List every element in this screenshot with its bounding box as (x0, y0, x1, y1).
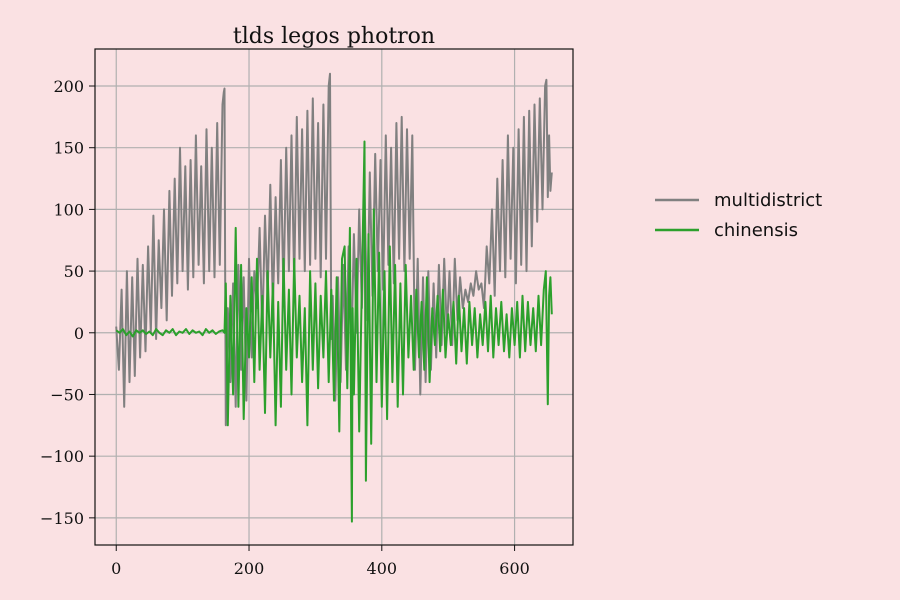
y-tick-label: −150 (40, 509, 84, 528)
y-tick-label: −50 (50, 385, 84, 404)
legend-label-multidistrict: multidistrict (714, 190, 822, 211)
series-line-chinensis (115, 140, 553, 523)
axes-frame (94, 48, 574, 546)
y-tick-label: −100 (40, 447, 84, 466)
y-axis-ticks: −150 −100 −50 0 50 100 150 200 (40, 77, 95, 528)
y-tick-label: 200 (53, 77, 84, 96)
chart-title: tlds legos photron (233, 24, 435, 49)
x-axis-ticks: 0 200 400 600 (111, 545, 530, 578)
y-tick-label: 100 (53, 200, 84, 219)
y-tick-label: 150 (53, 139, 84, 158)
series-layer (115, 72, 553, 523)
legend[interactable]: multidistrict chinensis (655, 190, 822, 241)
x-tick-label: 200 (234, 559, 265, 578)
x-tick-label: 600 (499, 559, 530, 578)
y-tick-label: 50 (64, 262, 84, 281)
legend-label-chinensis: chinensis (714, 220, 798, 241)
x-tick-label: 400 (367, 559, 398, 578)
y-tick-label: 0 (74, 324, 84, 343)
grid-lines (95, 49, 573, 545)
x-tick-label: 0 (111, 559, 121, 578)
